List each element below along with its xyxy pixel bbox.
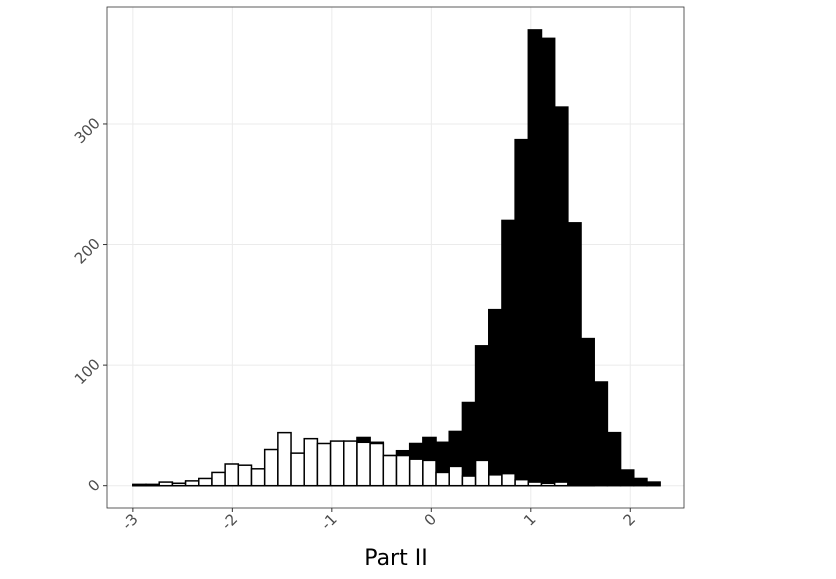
histogram-bar	[237, 464, 253, 487]
histogram-bar	[448, 465, 464, 487]
histogram-bar	[474, 459, 490, 487]
histogram-bar	[132, 483, 147, 487]
histogram-bar	[395, 454, 411, 487]
histogram-bar	[343, 440, 358, 487]
histogram-bar	[263, 448, 279, 487]
histogram-bar	[158, 481, 174, 487]
histogram-bar	[646, 481, 661, 487]
histogram-bar	[527, 481, 543, 487]
histogram-bar	[619, 469, 635, 487]
histogram-bar	[211, 471, 226, 487]
histogram-bar	[540, 37, 556, 487]
histogram-bar	[501, 472, 516, 487]
histogram-bar	[277, 431, 292, 487]
histogram-bar	[514, 138, 530, 487]
histogram-bar	[316, 442, 332, 487]
histogram-bar	[198, 477, 213, 487]
histogram-bar	[488, 308, 503, 487]
histogram-bar	[567, 222, 582, 487]
histogram-bar	[461, 475, 477, 487]
histogram-bar	[501, 219, 516, 487]
x-tick-label: -2	[218, 510, 241, 533]
histogram-bar	[580, 337, 595, 487]
histogram-bar	[369, 442, 385, 487]
y-tick-label: 100	[71, 355, 104, 388]
histogram-bar	[435, 471, 450, 487]
histogram-bar	[184, 480, 200, 487]
histogram-bar	[422, 459, 437, 487]
y-tick-label: 300	[71, 114, 104, 147]
histogram-bar	[633, 477, 648, 487]
histogram-bar	[553, 106, 569, 487]
histogram-bar	[408, 458, 424, 487]
y-tick-label: 200	[71, 235, 104, 268]
y-tick-label: 0	[84, 476, 103, 495]
histogram-bar	[145, 483, 160, 487]
histogram-bar	[514, 478, 530, 487]
histogram-bar	[606, 431, 622, 487]
histogram-bar	[382, 454, 398, 487]
histogram-bar	[356, 441, 371, 487]
x-tick-label: -1	[317, 510, 340, 533]
histogram-bar	[171, 482, 187, 487]
x-tick-label: 0	[421, 510, 440, 529]
x-tick-label: -3	[118, 510, 141, 533]
x-axis-title: Part II	[364, 546, 427, 571]
histogram-bar	[540, 482, 556, 487]
x-tick-label: 1	[520, 510, 539, 529]
histogram-bar	[488, 474, 503, 487]
histogram-bar	[527, 29, 543, 487]
histogram-bar	[303, 437, 319, 487]
histogram-bar	[461, 401, 477, 487]
x-tick-label: 2	[620, 510, 639, 529]
histogram-bar	[329, 440, 345, 487]
histogram-bar	[593, 381, 609, 487]
histogram-bar	[290, 452, 305, 487]
histogram-bar	[250, 468, 266, 487]
histogram-bar	[567, 483, 582, 487]
panel-border	[106, 6, 685, 509]
histogram-bar	[580, 483, 595, 487]
histogram-bar	[553, 481, 569, 487]
histogram-bar	[224, 463, 240, 487]
